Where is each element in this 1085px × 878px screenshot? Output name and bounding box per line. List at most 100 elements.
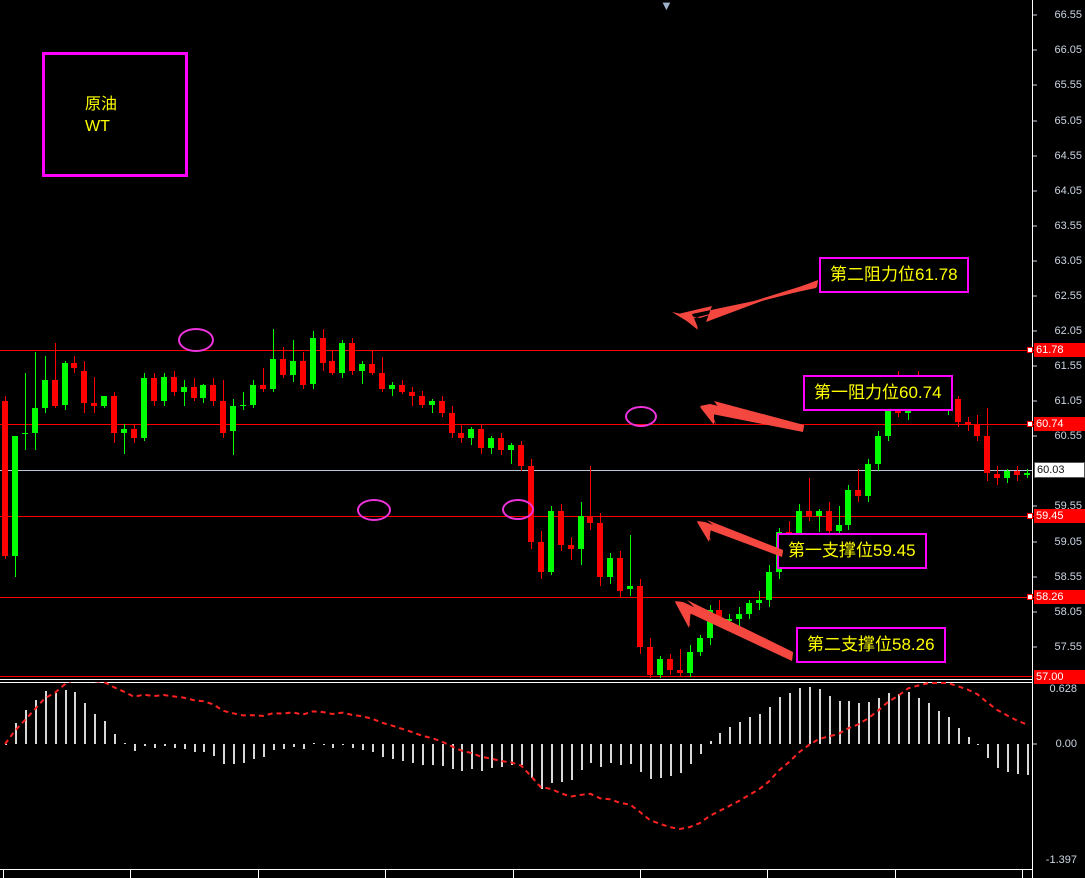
price-axis-tick: 62.55 [1054,289,1082,302]
candle-wick [590,466,591,530]
candle-body [260,385,266,390]
macd-histogram-bar [184,744,186,749]
instrument-label-box: 原油 WT [42,52,188,177]
highlight-ellipse-peak [178,328,214,352]
macd-histogram-bar [640,744,642,772]
macd-histogram-bar [263,744,265,757]
price-axis[interactable]: 66.55 66.05 65.55 65.05 64.55 64.05 63.55 63.05… [1025,0,1085,878]
macd-histogram-bar [213,744,215,756]
candle-wick [571,536,572,561]
candle-body [240,404,246,407]
candle-body [329,361,335,374]
candle-body [32,408,38,433]
price-axis-tick: 62.05 [1054,325,1082,338]
macd-histogram-bar [471,744,473,770]
candle-body [151,378,157,402]
candle-body [578,515,584,549]
arrow-first-support [697,520,783,557]
candle-body [597,522,603,577]
macd-histogram-bar [749,717,751,744]
macd-histogram-bar [511,744,513,765]
price-axis-tick-mark [1033,190,1037,192]
macd-histogram-bar [432,744,434,765]
macd-histogram-bar [719,733,721,744]
price-label-handle[interactable] [1027,347,1033,353]
macd-histogram-bar [650,744,652,780]
macd-histogram-bar [680,744,682,773]
price-axis-label-5945[interactable]: 59.45 [1025,509,1085,523]
macd-histogram-bar [154,744,156,749]
price-axis-label-6074[interactable]: 60.74 [1025,417,1085,431]
arrow-first-resistance [700,401,804,432]
macd-histogram-bar [928,703,930,744]
macd-signal-line [4,682,1028,831]
macd-histogram-bar [997,744,999,768]
macd-histogram-bar [501,744,503,768]
price-axis-tick-mark [1033,400,1037,402]
price-axis-tick: 65.05 [1054,114,1082,127]
macd-histogram-bar [94,713,96,744]
macd-histogram-bar [392,744,394,759]
macd-histogram-bar [948,717,950,744]
candle-body [687,651,693,673]
candle-body [548,511,554,572]
candle-body [111,396,117,433]
macd-axis-tick: -1.397 [1045,854,1077,866]
candle-body [508,445,514,451]
candle-wick [392,382,393,397]
price-axis-tick: 66.05 [1054,44,1082,57]
price-axis-tick-mark [1033,49,1037,51]
price-axis-tick-mark [1033,646,1037,648]
chevron-down-icon[interactable]: ▼ [660,0,673,13]
macd-histogram-bar [868,701,870,744]
macd-panel[interactable] [0,682,1032,860]
candle-body [607,557,613,577]
candle-body [845,490,851,526]
price-axis-tick: 64.05 [1054,184,1082,197]
price-axis-label-6178[interactable]: 61.78 [1025,343,1085,357]
macd-histogram-bar [710,740,712,744]
macd-histogram-bar [25,710,27,744]
macd-histogram-bar [303,744,305,750]
price-label-handle[interactable] [1027,594,1033,600]
arrow-second-resistance [672,280,818,330]
macd-histogram-bar [600,744,602,767]
time-axis [0,869,1032,870]
candle-body [965,422,971,425]
candle-body [716,609,722,621]
price-axis-tick-mark [1033,505,1037,507]
price-axis-tick: 66.55 [1054,9,1082,22]
candle-body [736,613,742,619]
price-label-handle[interactable] [1027,513,1033,519]
macd-histogram-bar [203,744,205,753]
candle-body [766,571,772,600]
price-axis-tick: 58.55 [1054,570,1082,583]
macd-histogram-bar [809,687,811,744]
macd-histogram-bar [729,727,731,744]
macd-histogram-bar [402,744,404,762]
macd-histogram-bar [372,744,374,753]
candle-wick [124,424,125,454]
price-axis-tick-mark [1033,576,1037,578]
macd-histogram-bar [283,744,285,750]
candle-body [647,646,653,675]
price-axis-label-5826[interactable]: 58.26 [1025,590,1085,604]
macd-histogram-bar [769,706,771,744]
candle-body [637,585,643,647]
price-axis-label-5700[interactable]: 57.00 [1034,670,1085,684]
price-axis-tick-mark [1033,435,1037,437]
macd-histogram-bar [958,727,960,744]
candle-wick [432,399,433,414]
macd-histogram-bar [104,720,106,744]
price-label-handle[interactable] [1027,421,1033,427]
price-axis-label-6003[interactable]: 60.03 [1034,462,1085,478]
macd-histogram-bar [819,688,821,744]
macd-histogram-bar [352,744,354,749]
candle-body [339,342,345,374]
candle-wick [362,361,363,384]
price-axis-tick-mark [1033,155,1037,157]
candle-body [826,511,832,532]
time-axis-tick [640,869,641,878]
candle-body [627,585,633,589]
callout-first-support: 第一支撑位59.45 [777,533,927,569]
